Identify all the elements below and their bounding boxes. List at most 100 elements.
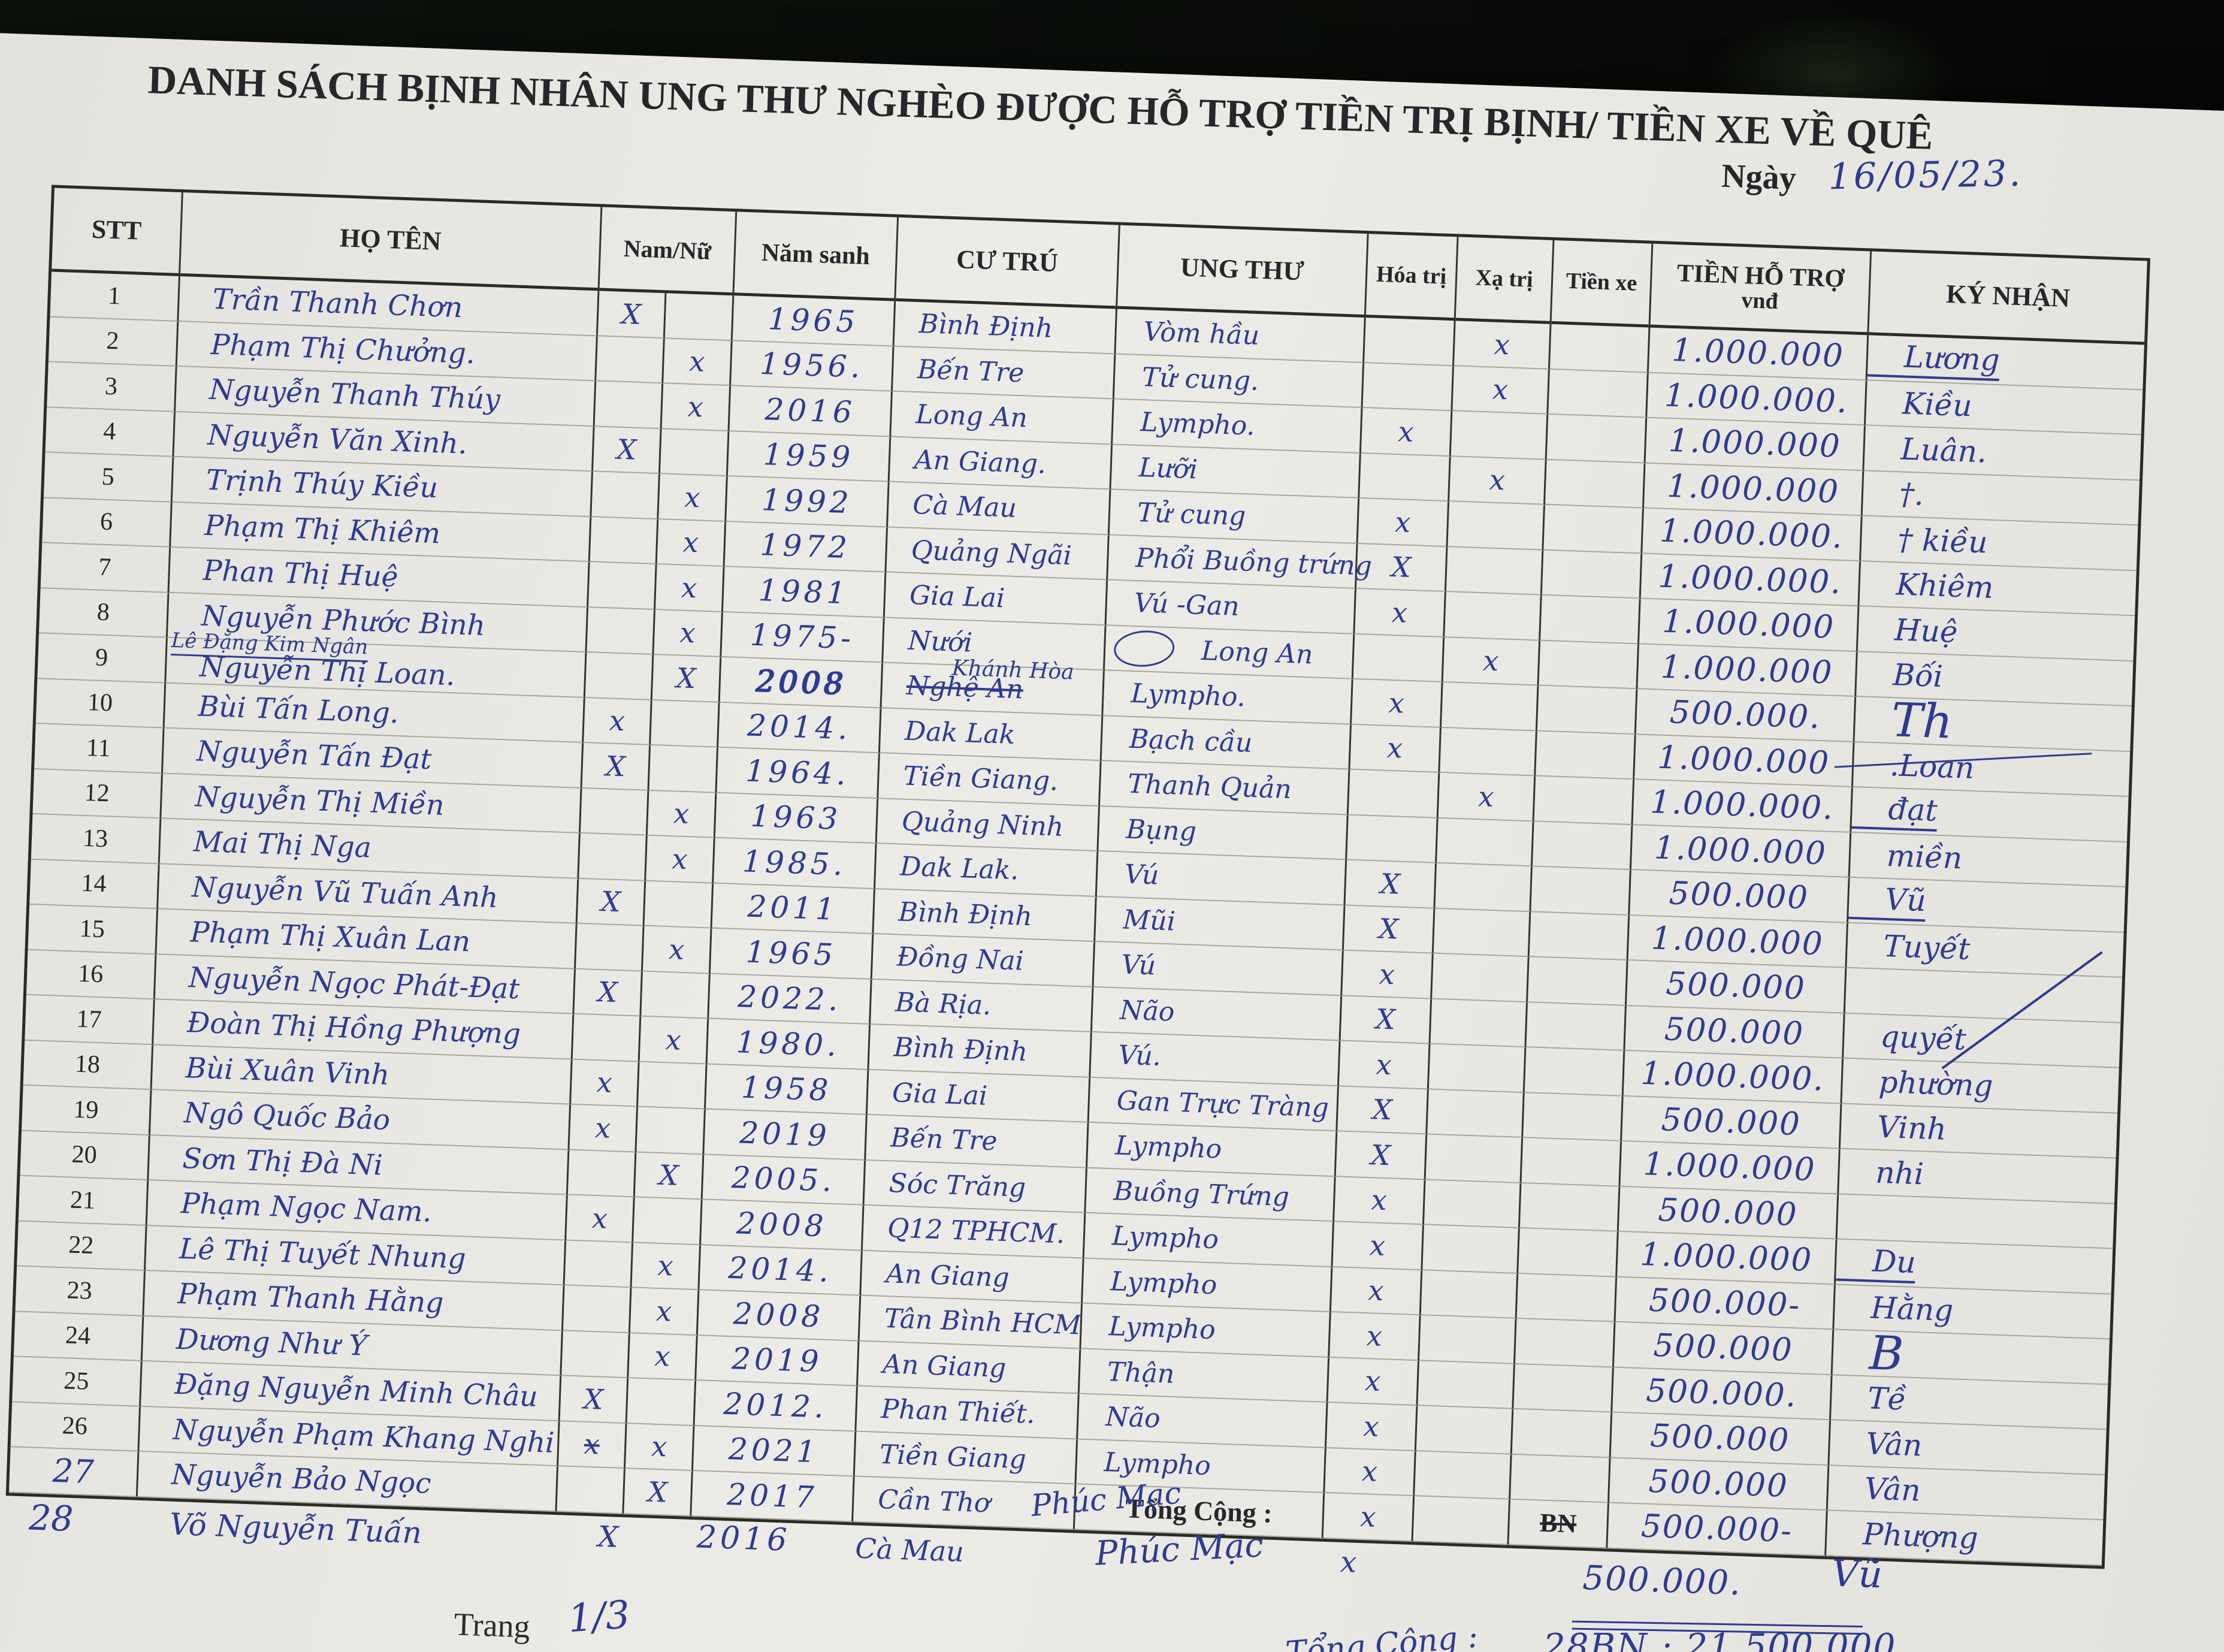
patient-table: STT HỌ TÊN Nam/Nữ Năm sanh CƯ TRÚ UNG TH… bbox=[5, 185, 2150, 1569]
signature-value: nhi bbox=[1875, 1155, 1924, 1192]
chemo-mark: X bbox=[1391, 551, 1412, 584]
table-cell-bus-fare bbox=[1529, 911, 1630, 961]
header-radiation: Xạ trị bbox=[1455, 237, 1555, 324]
amount-value: 1.000.000. bbox=[1640, 1055, 1826, 1098]
table-cell-chemo: x bbox=[1332, 1222, 1424, 1270]
table-cell-female bbox=[638, 1062, 708, 1110]
table-cell-amount: 1.000.000. bbox=[1623, 1050, 1844, 1104]
chemo-mark: x bbox=[1394, 505, 1412, 539]
stt-value: 27 bbox=[52, 1452, 95, 1491]
chemo-mark: x bbox=[1367, 1274, 1385, 1307]
table-cell-birth-year: 1980. bbox=[707, 1019, 871, 1070]
header-sex: Nam/Nữ bbox=[599, 207, 738, 296]
correction-circle bbox=[1113, 629, 1176, 669]
table-cell-chemo: X bbox=[1337, 1086, 1429, 1135]
table-cell-birth-year: 1963 bbox=[715, 793, 879, 844]
table-cell-residence: Dak Lak bbox=[880, 708, 1104, 762]
header-cancer: UNG THƯ bbox=[1117, 225, 1369, 318]
table-cell-amount: 1.000.000 bbox=[1617, 1231, 1838, 1285]
table-cell-male: X bbox=[577, 878, 646, 926]
table-cell-radiation: x bbox=[1449, 456, 1547, 505]
table-cell-male: X bbox=[582, 742, 651, 791]
cancer-value: Lympho bbox=[1110, 1266, 1218, 1301]
table-cell-residence: Gia Lai bbox=[867, 1070, 1091, 1123]
residence-value: An Giang bbox=[882, 1348, 1007, 1384]
table-cell-male bbox=[591, 472, 660, 520]
table-cell-radiation: x bbox=[1438, 772, 1536, 822]
table-cell-stt: 3 bbox=[47, 362, 177, 412]
amount-value: 500.000 bbox=[1652, 1327, 1794, 1369]
name-value: Sơn Thị Đà Ni bbox=[182, 1141, 383, 1182]
table-cell-male: x bbox=[558, 1421, 627, 1469]
table-cell-residence: Cà Mau bbox=[888, 482, 1111, 535]
table-cell-stt: 11 bbox=[34, 724, 165, 774]
table-cell-bus-fare bbox=[1526, 1002, 1627, 1051]
stt-value: 20 bbox=[71, 1140, 98, 1170]
stt-value: 10 bbox=[87, 688, 113, 717]
radiation-mark: x bbox=[1493, 328, 1510, 361]
table-cell-male bbox=[579, 833, 648, 881]
birth-year-value: 2017 bbox=[726, 1476, 818, 1515]
table-cell-stt: 2 bbox=[48, 316, 179, 367]
chemo-mark: x bbox=[1370, 1183, 1388, 1217]
birth-year-value: 1959 bbox=[763, 437, 855, 475]
name-value: Nguyễn Phạm Khang Nghi bbox=[172, 1413, 555, 1460]
table-cell-residence: Quảng Ninh bbox=[877, 798, 1100, 852]
table-cell-amount: 1.000.000 bbox=[1643, 463, 1865, 517]
name-value: Phạm Thị Khiêm bbox=[204, 509, 441, 551]
table-cell-radiation bbox=[1427, 1089, 1525, 1138]
table-cell-chemo: x bbox=[1350, 724, 1442, 773]
residence-value: Tiền Giang bbox=[879, 1439, 1027, 1475]
female-mark: x bbox=[688, 345, 706, 378]
table-cell-residence: Bình Định bbox=[869, 1024, 1092, 1078]
chemo-mark: X bbox=[1371, 1093, 1393, 1126]
signature-value: quyết bbox=[1879, 1019, 1967, 1058]
table-cell-cancer: Lympho bbox=[1081, 1303, 1331, 1358]
chemo-mark: x bbox=[1391, 596, 1408, 629]
table-cell-bus-fare bbox=[1543, 505, 1644, 554]
table-cell-amount: 500.000 bbox=[1609, 1458, 1830, 1511]
amount-value: 1.000.000 bbox=[1650, 920, 1824, 963]
birth-year-value: 1963 bbox=[750, 799, 842, 837]
table-cell-stt: 6 bbox=[42, 497, 173, 548]
residence-value: Bà Rịa. bbox=[895, 987, 992, 1021]
table-cell-birth-year: 1956. bbox=[731, 340, 895, 392]
table-cell-female: x bbox=[655, 564, 725, 612]
table-cell-stt: 16 bbox=[26, 950, 157, 1000]
table-cell-chemo: x bbox=[1328, 1357, 1420, 1406]
table-cell-female bbox=[660, 428, 730, 477]
stt-value: 7 bbox=[98, 553, 112, 581]
table-cell-birth-year: 1964. bbox=[717, 747, 880, 799]
table-cell-male bbox=[596, 336, 665, 384]
table-cell-stt: 15 bbox=[28, 904, 159, 955]
table-cell-radiation bbox=[1448, 502, 1545, 551]
table-cell-birth-year: 2019 bbox=[696, 1335, 860, 1387]
table-cell-chemo: x bbox=[1325, 1448, 1416, 1497]
table-cell-female: x bbox=[661, 383, 732, 431]
table-cell-birth-year: 2011 bbox=[712, 883, 875, 935]
birth-year-value: 1956. bbox=[759, 346, 865, 385]
name-value: Đặng Nguyễn Minh Châu bbox=[174, 1368, 539, 1414]
name-value: Nguyễn Tấn Đạt bbox=[196, 735, 433, 777]
table-cell-residence: An Giang bbox=[861, 1251, 1084, 1304]
table-cell-radiation bbox=[1415, 1451, 1512, 1500]
table-cell-residence: Đồng Nai bbox=[872, 934, 1096, 987]
header-support-money: TIỀN HỖ TRỢ vnđ bbox=[1650, 243, 1872, 336]
table-cell-chemo: x bbox=[1352, 679, 1443, 728]
row28-birth-year: 2016 bbox=[696, 1519, 791, 1559]
table-cell-bus-fare bbox=[1537, 685, 1638, 735]
table-cell-bus-fare bbox=[1513, 1364, 1614, 1413]
table-cell-male bbox=[564, 1240, 634, 1288]
table-cell-chemo: x bbox=[1361, 407, 1453, 457]
table-cell-chemo: X bbox=[1345, 860, 1437, 909]
table-cell-cancer: Lympho bbox=[1083, 1258, 1333, 1313]
stt-value: 21 bbox=[70, 1186, 96, 1215]
name-value: Nguyễn Vũ Tuấn Anh bbox=[191, 871, 499, 914]
table-cell-male bbox=[580, 788, 649, 836]
birth-year-value: 2014. bbox=[747, 708, 852, 747]
table-cell-cancer: Lympho bbox=[1084, 1213, 1335, 1267]
amount-value: 500.000- bbox=[1648, 1282, 1802, 1324]
table-cell-bus-fare bbox=[1523, 1092, 1624, 1141]
table-cell-amount: 500.000- bbox=[1607, 1503, 1828, 1556]
